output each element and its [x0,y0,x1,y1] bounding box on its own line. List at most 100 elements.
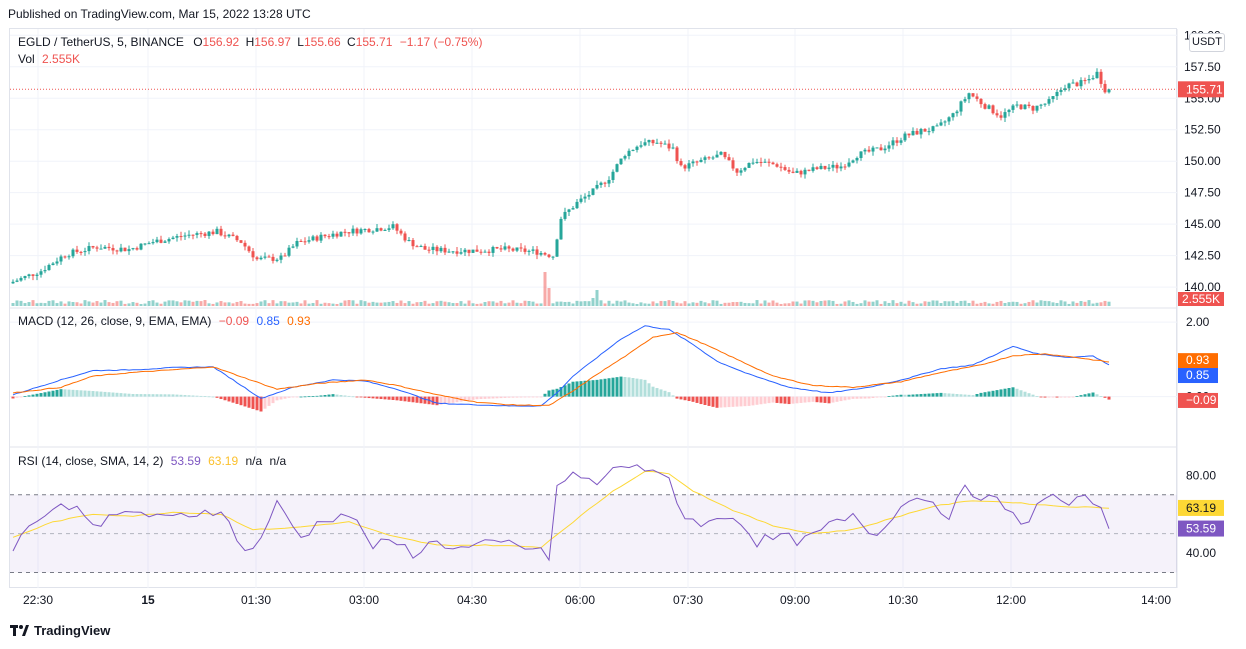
volume-label[interactable]: Vol [18,52,35,66]
volume-bar [1075,302,1079,306]
macd-histogram-bar [127,393,131,397]
macd-histogram-bar [471,396,475,400]
candle-body [251,251,255,258]
candle-body [43,270,47,272]
candle-body [255,257,259,260]
volume-bar [635,303,639,306]
macd-histogram-bar [83,390,87,397]
volume-bar [1099,302,1103,306]
macd-histogram-bar [11,396,15,399]
macd-histogram-bar [639,379,643,397]
macd-histogram-bar [487,396,491,399]
macd-histogram-bar [271,396,275,404]
rsi-title[interactable]: RSI (14, close, SMA, 14, 2) [18,454,164,468]
candle-body [679,161,683,166]
rsi-legend: RSI (14, close, SMA, 14, 2) 53.59 63.19 … [18,454,286,468]
volume-bar [939,303,943,306]
candle-body [91,246,95,248]
time-tick-label: 07:30 [673,593,703,607]
macd-histogram-bar [891,395,895,397]
macd-histogram-bar [1091,392,1095,397]
candle-body [539,252,543,255]
macd-histogram-bar [915,394,919,397]
macd-histogram-bar [691,396,695,402]
macd-histogram-bar [675,396,679,399]
candle-body [215,228,219,235]
macd-histogram-bar [231,396,235,403]
volume-bar [135,302,139,306]
volume-bar [579,301,583,306]
symbol-label[interactable]: EGLD / TetherUS, 5, BINANCE [18,35,184,49]
macd-histogram-bar [611,377,615,397]
candle-body [307,240,311,242]
candle-body [707,157,711,159]
volume-bar [779,303,783,306]
macd-histogram-bar [387,396,391,400]
currency-button[interactable]: USDT [1189,33,1225,52]
rsi-line [12,464,1110,562]
volume-bar [843,301,847,306]
macd-histogram-bar [919,394,923,397]
volume-bar [591,298,595,306]
macd-histogram-bar [619,376,623,397]
macd-histogram-bar [175,394,179,397]
macd-histogram-bar [1043,396,1047,398]
volume-bar [159,303,163,306]
candle-body [1039,104,1043,106]
candle-body [879,147,883,151]
close-label: C [347,35,356,49]
macd-histogram-bar [367,396,371,399]
macd-histogram-bar [99,391,103,397]
volume-bar [463,303,467,306]
candle-body [683,165,687,169]
macd-histogram-bar [687,396,691,402]
macd-histogram-bar [671,395,675,397]
candle-body [1079,80,1083,87]
macd-histogram-bar [55,389,59,397]
candle-body [267,256,271,258]
candle-body [295,240,299,247]
volume-bar [831,300,835,306]
candle-body [947,117,951,122]
candle-body [283,255,287,257]
macd-histogram-bar [811,396,815,402]
macd-histogram-bar [699,396,703,405]
rsi-badge [1178,520,1224,537]
volume-bar [167,300,171,306]
volume-bar [315,300,319,306]
candle-body [327,236,331,238]
volume-bar [143,303,147,306]
volume-bar [359,300,363,306]
macd-histogram-bar [947,393,951,397]
volume-bar [263,300,267,306]
candle-body [1035,105,1039,111]
volume-bar [803,300,807,306]
volume-bar [911,302,915,306]
macd-histogram-bar [267,396,271,406]
volume-bar [1003,303,1007,306]
macd-histogram-bar [623,376,627,397]
volume-bar [455,303,459,306]
candle-body [1023,104,1027,110]
high-label: H [245,35,255,49]
volume-bar [859,303,863,306]
low-label: L [297,35,304,49]
macd-title[interactable]: MACD (12, 26, close, 9, EMA, EMA) [18,314,212,328]
macd-histogram-bar [15,396,19,398]
volume-bar [879,303,883,306]
candle-body [623,156,627,159]
candle-body [235,235,239,241]
candle-body [143,243,147,245]
volume-bar [991,303,995,306]
macd-histogram-bar [251,396,255,409]
candle-body [203,233,207,236]
footer-brand[interactable]: TradingView [10,623,110,638]
candle-body [867,149,871,152]
macd-histogram-bar [931,393,935,397]
candle-body [367,229,371,233]
volume-bar [199,301,203,306]
volume-bar [639,302,643,306]
macd-histogram-bar [331,394,335,397]
volume-bar [323,302,327,306]
